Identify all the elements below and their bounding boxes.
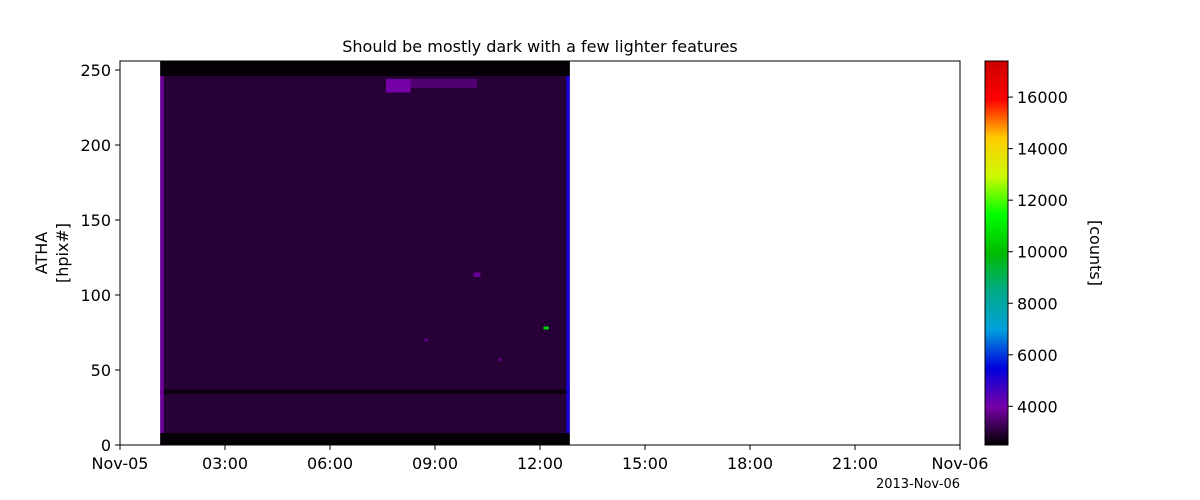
heatmap-feature-bottom-band: [160, 433, 570, 445]
colorbar: 4000 6000 8000 10000 12000 14000 16000: [984, 60, 1068, 446]
plot-area: [119, 60, 961, 446]
heatmap-feature-right-edge-glow: [566, 76, 570, 433]
y-axis-label-line2: [hpix#]: [53, 223, 72, 283]
heatmap-feature-spot-70: [424, 338, 428, 342]
y-tick-label: 250: [80, 61, 111, 80]
heatmap-feature-upper-mid-glow: [410, 79, 477, 88]
heatmap-feature-spot-78: [543, 326, 549, 330]
x-tick-label: Nov-06: [932, 454, 989, 473]
heatmap-feature-left-edge-glow: [160, 76, 164, 433]
colorbar-fill: [985, 61, 1008, 445]
y-tick-label: 0: [101, 436, 111, 455]
heatmap-feature-top-band: [160, 61, 570, 76]
colorbar-ticks: 4000 6000 8000 10000 12000 14000 16000: [1008, 88, 1068, 416]
y-tick-label: 200: [80, 136, 111, 155]
heatmap-feature-spot-57: [498, 358, 502, 361]
x-tick-label: 09:00: [412, 454, 458, 473]
colorbar-tick-label: 14000: [1017, 140, 1068, 159]
heatmap-feature-lower-dark-stripe: [160, 389, 570, 394]
colorbar-label: [counts]: [1086, 220, 1105, 286]
colorbar-tick-label: 6000: [1017, 346, 1058, 365]
x-tick-label: 18:00: [727, 454, 773, 473]
heatmap-layer: [160, 61, 570, 445]
colorbar-tick-label: 4000: [1017, 397, 1058, 416]
x-tick-label: 12:00: [517, 454, 563, 473]
y-axis-label-line1: ATHA: [32, 232, 51, 275]
x-tick-label: Nov-05: [92, 454, 149, 473]
y-tick-label: 50: [91, 361, 111, 380]
x-tick-label: 21:00: [832, 454, 878, 473]
heatmap-background: [160, 61, 570, 445]
x-axis: Nov-05 03:00 06:00 09:00 12:00 15:00 18:00 21:0…: [92, 445, 989, 473]
heatmap-feature-upper-bright-patch: [386, 79, 411, 93]
colorbar-tick-label: 12000: [1017, 191, 1068, 210]
x-tick-label: 06:00: [307, 454, 353, 473]
y-tick-label: 100: [80, 286, 111, 305]
heatmap-feature-spot-113: [473, 272, 481, 277]
colorbar-tick-label: 8000: [1017, 294, 1058, 313]
x-axis-label: 2013-Nov-06: [876, 477, 960, 492]
colorbar-frame: [984, 60, 1009, 446]
colorbar-tick-label: 10000: [1017, 243, 1068, 262]
chart-title: Should be mostly dark with a few lighter…: [342, 37, 738, 56]
colorbar-tick-label: 16000: [1017, 88, 1068, 107]
y-axis: 0 50 100 150 200 250: [80, 61, 120, 455]
x-tick-label: 03:00: [202, 454, 248, 473]
y-tick-label: 150: [80, 211, 111, 230]
x-tick-label: 15:00: [622, 454, 668, 473]
